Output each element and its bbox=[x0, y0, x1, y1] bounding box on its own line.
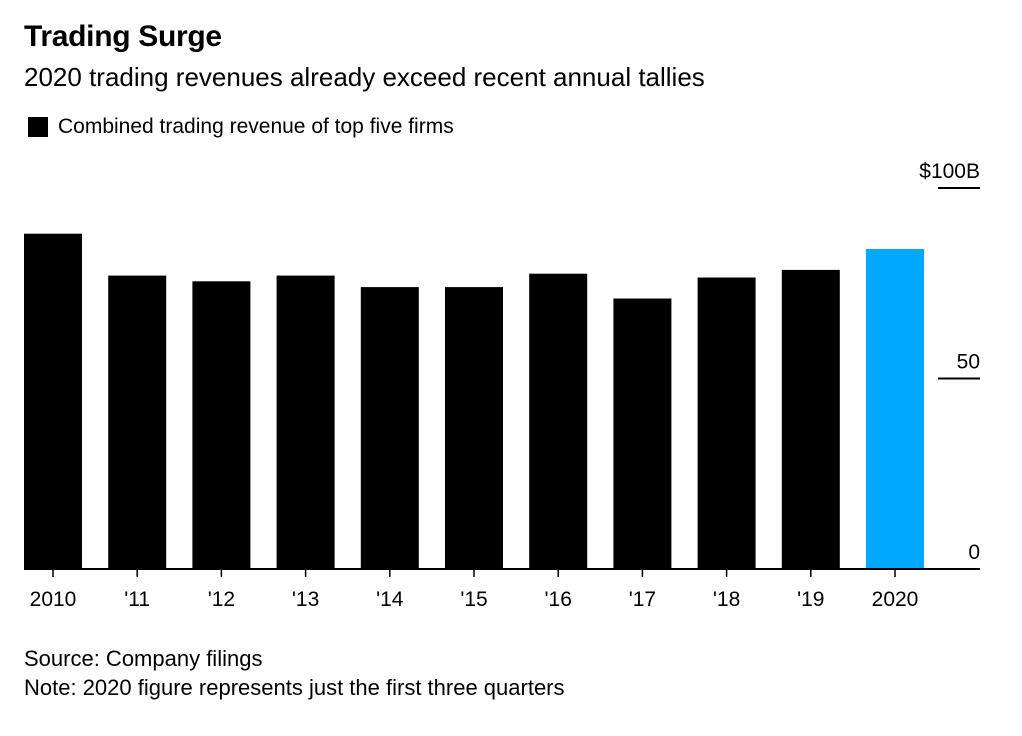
bar-9 bbox=[781, 269, 840, 569]
chart-title: Trading Surge bbox=[24, 20, 222, 53]
bar-6 bbox=[529, 273, 588, 569]
x-tick-label-4: '14 bbox=[376, 588, 404, 611]
chart-subtitle: 2020 trading revenues already exceed rec… bbox=[24, 62, 705, 92]
x-tick-label-7: '17 bbox=[629, 588, 656, 611]
y-tick-label-2: $100B bbox=[919, 160, 980, 183]
legend-swatch bbox=[28, 117, 48, 137]
legend: Combined trading revenue of top five fir… bbox=[28, 115, 454, 139]
footnote: Note: 2020 figure represents just the fi… bbox=[24, 675, 565, 700]
bar-10 bbox=[866, 249, 924, 569]
bar-5 bbox=[445, 287, 503, 569]
bar-7 bbox=[613, 298, 672, 569]
x-tick-label-5: '15 bbox=[460, 588, 487, 611]
x-tick-label-10: 2020 bbox=[872, 588, 919, 611]
y-tick-label-1: 50 bbox=[957, 351, 980, 374]
bar-2 bbox=[192, 281, 251, 569]
legend-label: Combined trading revenue of top five fir… bbox=[58, 115, 454, 138]
x-tick-label-2: '12 bbox=[208, 588, 235, 611]
x-tick-label-0: 2010 bbox=[30, 588, 77, 611]
bar-4 bbox=[360, 287, 419, 569]
x-tick-label-9: '19 bbox=[797, 588, 824, 611]
bar-3 bbox=[276, 275, 335, 569]
x-tick-label-1: '11 bbox=[124, 588, 150, 611]
bar-0 bbox=[24, 233, 82, 569]
x-tick-label-3: '13 bbox=[292, 588, 319, 611]
x-tick-label-6: '16 bbox=[545, 588, 572, 611]
source-note: Source: Company filings bbox=[24, 646, 263, 671]
x-tick-label-8: '18 bbox=[713, 588, 740, 611]
y-tick-label-0: 0 bbox=[968, 541, 980, 564]
bar-8 bbox=[697, 277, 756, 569]
bar-1 bbox=[108, 275, 167, 569]
